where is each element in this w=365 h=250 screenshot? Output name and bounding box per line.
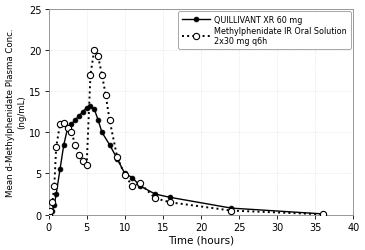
Methylphenidate IR Oral Solution
2x30 mg q6h xyxy=(168,201,173,204)
QUILLIVANT XR 60 mg xyxy=(107,144,112,146)
QUILLIVANT XR 60 mg xyxy=(81,111,85,114)
QUILLIVANT XR 60 mg xyxy=(229,207,234,210)
QUILLIVANT XR 60 mg xyxy=(130,176,135,180)
QUILLIVANT XR 60 mg xyxy=(48,212,53,215)
QUILLIVANT XR 60 mg xyxy=(92,108,96,111)
X-axis label: Time (hours): Time (hours) xyxy=(168,234,234,244)
QUILLIVANT XR 60 mg xyxy=(96,119,100,122)
QUILLIVANT XR 60 mg xyxy=(123,172,127,175)
Methylphenidate IR Oral Solution
2x30 mg q6h xyxy=(96,56,100,59)
Methylphenidate IR Oral Solution
2x30 mg q6h xyxy=(115,156,119,159)
Methylphenidate IR Oral Solution
2x30 mg q6h xyxy=(88,74,93,77)
Methylphenidate IR Oral Solution
2x30 mg q6h xyxy=(123,174,127,177)
Methylphenidate IR Oral Solution
2x30 mg q6h xyxy=(69,131,74,134)
QUILLIVANT XR 60 mg xyxy=(65,127,70,130)
Methylphenidate IR Oral Solution
2x30 mg q6h xyxy=(77,154,81,157)
QUILLIVANT XR 60 mg xyxy=(52,204,57,206)
Methylphenidate IR Oral Solution
2x30 mg q6h xyxy=(46,213,51,216)
Methylphenidate IR Oral Solution
2x30 mg q6h xyxy=(52,184,57,188)
QUILLIVANT XR 60 mg xyxy=(62,144,66,146)
QUILLIVANT XR 60 mg xyxy=(69,123,74,126)
Methylphenidate IR Oral Solution
2x30 mg q6h xyxy=(50,201,55,204)
Methylphenidate IR Oral Solution
2x30 mg q6h xyxy=(54,146,58,149)
QUILLIVANT XR 60 mg xyxy=(88,105,93,108)
Methylphenidate IR Oral Solution
2x30 mg q6h xyxy=(229,209,234,212)
QUILLIVANT XR 60 mg xyxy=(84,106,89,110)
Methylphenidate IR Oral Solution
2x30 mg q6h xyxy=(100,74,104,77)
QUILLIVANT XR 60 mg xyxy=(54,193,58,196)
Methylphenidate IR Oral Solution
2x30 mg q6h xyxy=(153,197,157,200)
Methylphenidate IR Oral Solution
2x30 mg q6h xyxy=(130,184,135,188)
Methylphenidate IR Oral Solution
2x30 mg q6h xyxy=(81,160,85,163)
Methylphenidate IR Oral Solution
2x30 mg q6h xyxy=(92,49,96,52)
Y-axis label: Mean d-Methylphenidate Plasma Conc.
(ng/mL): Mean d-Methylphenidate Plasma Conc. (ng/… xyxy=(5,28,26,196)
QUILLIVANT XR 60 mg xyxy=(73,119,77,122)
Methylphenidate IR Oral Solution
2x30 mg q6h xyxy=(48,210,53,213)
Methylphenidate IR Oral Solution
2x30 mg q6h xyxy=(107,119,112,122)
QUILLIVANT XR 60 mg xyxy=(50,209,55,212)
QUILLIVANT XR 60 mg xyxy=(100,131,104,134)
QUILLIVANT XR 60 mg xyxy=(153,193,157,196)
QUILLIVANT XR 60 mg xyxy=(58,168,62,171)
Legend: QUILLIVANT XR 60 mg, Methylphenidate IR Oral Solution
2x30 mg q6h: QUILLIVANT XR 60 mg, Methylphenidate IR … xyxy=(178,12,351,50)
Line: QUILLIVANT XR 60 mg: QUILLIVANT XR 60 mg xyxy=(46,104,325,217)
Methylphenidate IR Oral Solution
2x30 mg q6h xyxy=(321,213,325,216)
Methylphenidate IR Oral Solution
2x30 mg q6h xyxy=(58,123,62,126)
QUILLIVANT XR 60 mg xyxy=(138,184,142,188)
QUILLIVANT XR 60 mg xyxy=(321,212,325,216)
Methylphenidate IR Oral Solution
2x30 mg q6h xyxy=(84,164,89,167)
QUILLIVANT XR 60 mg xyxy=(46,213,51,216)
QUILLIVANT XR 60 mg xyxy=(115,158,119,160)
Methylphenidate IR Oral Solution
2x30 mg q6h xyxy=(62,122,66,125)
Methylphenidate IR Oral Solution
2x30 mg q6h xyxy=(104,94,108,97)
Methylphenidate IR Oral Solution
2x30 mg q6h xyxy=(65,127,70,130)
QUILLIVANT XR 60 mg xyxy=(77,115,81,118)
Methylphenidate IR Oral Solution
2x30 mg q6h xyxy=(73,144,77,146)
QUILLIVANT XR 60 mg xyxy=(168,196,173,199)
Line: Methylphenidate IR Oral Solution
2x30 mg q6h: Methylphenidate IR Oral Solution 2x30 mg… xyxy=(46,48,326,218)
Methylphenidate IR Oral Solution
2x30 mg q6h xyxy=(138,182,142,185)
